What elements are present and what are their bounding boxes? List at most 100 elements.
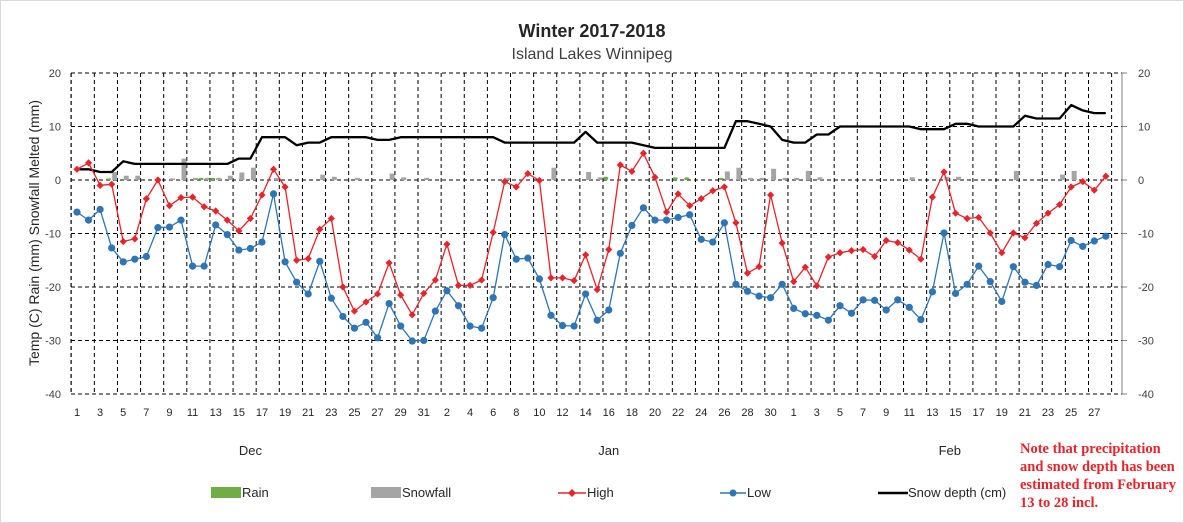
low-point <box>350 324 359 332</box>
low-point <box>189 262 197 270</box>
rain-bar <box>106 178 112 180</box>
low-point <box>582 290 590 298</box>
high-point <box>304 255 312 263</box>
x-tick-label: 1 <box>74 407 80 419</box>
high-point <box>223 216 231 224</box>
snowfall-bar <box>401 177 407 180</box>
high-point <box>200 203 208 211</box>
high-line <box>76 152 1107 316</box>
x-tick-label: 13 <box>926 407 938 419</box>
low-point <box>512 255 520 263</box>
x-tick-label: 1 <box>791 407 797 419</box>
x-tick-label: 10 <box>533 407 545 419</box>
low-point <box>963 280 971 288</box>
low-point <box>339 312 347 321</box>
y2-tick-label: -40 <box>1138 389 1154 401</box>
high-point <box>593 286 601 294</box>
high-point <box>674 190 682 198</box>
high-point <box>697 195 705 203</box>
high-point <box>801 263 809 271</box>
low-point <box>709 238 717 246</box>
high-point <box>1032 219 1041 227</box>
snowfall-bar <box>169 178 175 180</box>
low-point <box>84 216 93 224</box>
high-point <box>408 311 416 319</box>
high-point <box>142 195 150 203</box>
low-point <box>558 321 567 330</box>
x-tick-label: 11 <box>904 407 915 419</box>
high-point <box>824 253 832 261</box>
snowfall-bar <box>805 170 811 180</box>
high-point <box>616 161 624 169</box>
estimation-note: Note that precipitation and snow depth h… <box>1020 441 1176 511</box>
low-point <box>951 289 960 298</box>
snowfall-bar <box>505 177 511 180</box>
x-tick-label: 26 <box>718 407 730 419</box>
y2-tick-label: 0 <box>1138 175 1144 187</box>
y2-tick-label: 10 <box>1138 122 1150 134</box>
low-point <box>131 255 139 263</box>
low-point <box>281 258 289 266</box>
high-point <box>454 281 463 289</box>
x-tick-label: 25 <box>348 407 360 419</box>
rain-swatch-icon <box>211 487 241 498</box>
low-point <box>570 322 578 330</box>
snowfall-bar <box>216 177 222 180</box>
snowfall-swatch-icon <box>371 487 401 498</box>
high-point <box>894 238 902 247</box>
low-point <box>928 288 937 296</box>
low-point <box>293 278 301 286</box>
low-point <box>1102 232 1110 240</box>
x-tick-label: 29 <box>395 407 407 419</box>
low-point <box>108 244 116 252</box>
y2-tick-label: -20 <box>1138 282 1154 294</box>
low-point <box>524 254 532 262</box>
low-point <box>778 280 786 288</box>
x-tick-label: 17 <box>973 407 985 419</box>
high-point <box>165 202 174 210</box>
high-point <box>975 213 983 222</box>
high-point <box>373 290 382 298</box>
low-line <box>76 193 1107 342</box>
low-point <box>258 238 266 246</box>
high-point <box>651 173 659 181</box>
high-point <box>709 187 717 195</box>
low-point <box>859 296 867 304</box>
high-point <box>443 240 451 248</box>
y-tick-label: -40 <box>45 389 61 401</box>
x-tick-label: 4 <box>467 407 473 419</box>
low-point <box>651 216 659 224</box>
low-point <box>142 252 150 261</box>
low-point <box>385 299 393 308</box>
snowfall-bar <box>771 168 777 180</box>
x-tick-label: 30 <box>764 407 776 419</box>
snowfall-bar <box>586 171 592 180</box>
snowfall-bar <box>424 177 430 180</box>
low-point <box>1044 260 1052 269</box>
high-point <box>905 246 913 254</box>
legend-snow-depth: Snow depth (cm) <box>878 485 1006 500</box>
snowfall-bar <box>817 177 823 180</box>
y-tick-label: 0 <box>55 175 61 187</box>
low-point <box>743 287 752 295</box>
month-label: Feb <box>939 443 961 458</box>
snowfall-bar <box>112 171 118 180</box>
high-point <box>96 181 104 189</box>
low-point <box>1079 242 1087 250</box>
rain-bar <box>603 176 609 180</box>
high-point <box>316 225 324 233</box>
month-label: Dec <box>239 443 263 458</box>
low-point <box>905 303 913 311</box>
high-point <box>963 214 971 223</box>
snow-depth-line-icon <box>878 491 908 494</box>
low-line-circle-icon <box>720 489 746 496</box>
high-point <box>108 180 116 188</box>
low-point <box>628 221 636 230</box>
low-point <box>420 336 428 345</box>
low-point <box>235 246 243 254</box>
high-point <box>859 245 867 254</box>
snowfall-bar <box>135 175 141 180</box>
x-tick-label: 5 <box>120 407 126 419</box>
low-point <box>639 204 648 212</box>
low-point <box>431 307 439 315</box>
